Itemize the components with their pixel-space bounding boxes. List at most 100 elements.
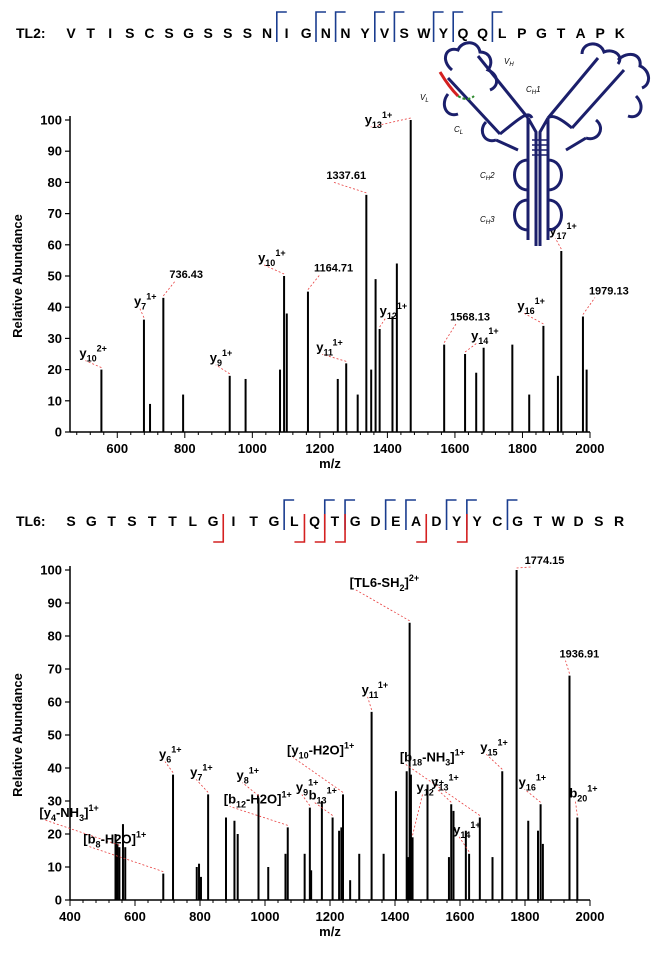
sequence-residue: T xyxy=(107,513,116,529)
sequence-residue: Q xyxy=(458,25,469,41)
b-ion-bracket xyxy=(416,514,428,543)
b-ion-bracket xyxy=(294,514,306,543)
fragment-ion-label: y102+ xyxy=(79,344,107,368)
sequence-residue: S xyxy=(243,25,252,41)
svg-text:b131+: b131+ xyxy=(309,786,337,806)
fragment-ion-label: y91+ xyxy=(296,778,318,806)
sequence-residue: T xyxy=(86,25,95,41)
x-tick-label: 1000 xyxy=(251,909,280,924)
svg-text:1979.13: 1979.13 xyxy=(589,286,629,298)
y-ion-bracket xyxy=(276,11,287,42)
y-tick-label: 0 xyxy=(55,425,62,440)
peak-mz-label: 1979.13 xyxy=(582,286,629,315)
y-tick-label: 60 xyxy=(48,695,62,710)
annotation-leader xyxy=(565,660,570,674)
svg-text:y121+: y121+ xyxy=(417,777,445,797)
sequence-residue: S xyxy=(400,25,409,41)
y-tick-label: 50 xyxy=(48,269,62,284)
peptide-label: TL2: xyxy=(16,25,46,41)
peak-mz-label: 1164.71 xyxy=(307,263,353,290)
annotation-leader xyxy=(242,782,259,797)
annotation-leader xyxy=(516,566,531,569)
antibody-domain-label: VL xyxy=(420,93,429,104)
antibody-diagram: VH CH1 VL CL CH2 CH3 xyxy=(420,41,650,246)
fragment-ion-label: b201+ xyxy=(569,784,598,816)
y-tick-label: 100 xyxy=(40,113,62,128)
y-ion-bracket xyxy=(405,499,416,530)
svg-text:1774.15: 1774.15 xyxy=(525,555,565,567)
svg-text:[b18-NH3]1+: [b18-NH3]1+ xyxy=(400,748,465,768)
annotation-leader xyxy=(379,317,386,328)
sequence-residue: T xyxy=(148,513,157,529)
y-axis-label: Relative Abundance xyxy=(10,214,25,338)
svg-text:y161+: y161+ xyxy=(517,296,545,316)
y-ion-bracket xyxy=(491,11,503,42)
sequence-residue: P xyxy=(517,25,526,41)
sequence-residue: T xyxy=(557,25,566,41)
sequence-residue: N xyxy=(262,25,272,41)
y-tick-label: 10 xyxy=(48,393,62,408)
tl2-panel: TL2: V T I S C S G S S S N I G N N Y V S W Y Q Q L P G T A P K0102030… xyxy=(10,11,629,471)
peak-mz-label: 1936.91 xyxy=(559,649,599,674)
svg-text:y111+: y111+ xyxy=(316,337,343,357)
sequence-residue: D xyxy=(370,513,380,529)
fragment-ion-label: y161+ xyxy=(517,296,545,325)
sequence-residue: S xyxy=(127,513,136,529)
sequence-residue: L xyxy=(498,25,507,41)
svg-text:[y10-H2O]1+: [y10-H2O]1+ xyxy=(287,740,354,760)
y-tick-label: 90 xyxy=(48,596,62,611)
fragment-ion-label: y141+ xyxy=(464,326,499,353)
sequence-residue: S xyxy=(204,25,213,41)
svg-text:y131+: y131+ xyxy=(431,772,459,792)
y-tick-label: 100 xyxy=(40,563,62,578)
sequence-residue: N xyxy=(321,25,331,41)
svg-text:y111+: y111+ xyxy=(362,680,389,700)
fragment-ion-label: b131+ xyxy=(309,786,337,816)
annotation-leader xyxy=(215,364,230,375)
annotation-leader xyxy=(464,342,478,353)
annotation-leader xyxy=(582,297,596,315)
y-tick-label: 20 xyxy=(48,827,62,842)
x-tick-label: 2000 xyxy=(576,909,605,924)
sequence-residue: I xyxy=(231,513,235,529)
b-ion-bracket xyxy=(213,514,225,543)
annotation-leader xyxy=(405,764,481,816)
x-tick-label: 800 xyxy=(174,441,196,456)
fragment-ion-label: y81+ xyxy=(237,766,259,797)
x-tick-label: 1400 xyxy=(381,909,410,924)
annotation-leader xyxy=(307,274,321,290)
fragment-ion-label: y121+ xyxy=(379,301,408,328)
svg-text:1337.61: 1337.61 xyxy=(326,170,366,182)
y-ion-bracket xyxy=(445,499,457,530)
svg-text:y101+: y101+ xyxy=(258,248,286,268)
svg-text:y131+: y131+ xyxy=(365,110,393,130)
b-ion-bracket xyxy=(456,514,468,543)
peak-mz-label: 1774.15 xyxy=(516,555,565,569)
y-tick-label: 70 xyxy=(48,206,62,221)
sequence-residue: Y xyxy=(439,25,449,41)
y-ion-bracket xyxy=(506,499,518,530)
sequence-residue: P xyxy=(596,25,605,41)
y-ion-bracket xyxy=(432,11,444,42)
annotation-leader xyxy=(355,589,410,622)
antibody-domain-label: CH2 xyxy=(480,171,495,182)
x-tick-label: 600 xyxy=(124,909,146,924)
fragment-ion-label: y131+ xyxy=(365,110,411,130)
sequence-residue: T xyxy=(534,513,543,529)
svg-text:y161+: y161+ xyxy=(519,772,547,792)
sequence-residue: G xyxy=(350,513,361,529)
x-axis-label: m/z xyxy=(319,456,341,471)
x-tick-label: 1000 xyxy=(238,441,267,456)
svg-text:[y4-NH3]1+: [y4-NH3]1+ xyxy=(39,803,98,823)
y-ion-bracket xyxy=(374,11,385,42)
fragment-ion-label: [TL6-SH2]2+ xyxy=(350,573,419,622)
svg-text:[b8-H2O]1+: [b8-H2O]1+ xyxy=(83,830,146,850)
sequence-residue: L xyxy=(290,513,299,529)
y-axis-label: Relative Abundance xyxy=(10,673,25,797)
svg-text:736.43: 736.43 xyxy=(169,269,203,281)
y-ion-bracket xyxy=(452,11,464,42)
svg-text:y121+: y121+ xyxy=(380,301,408,321)
svg-text:y151+: y151+ xyxy=(480,737,508,757)
y-tick-label: 90 xyxy=(48,144,62,159)
